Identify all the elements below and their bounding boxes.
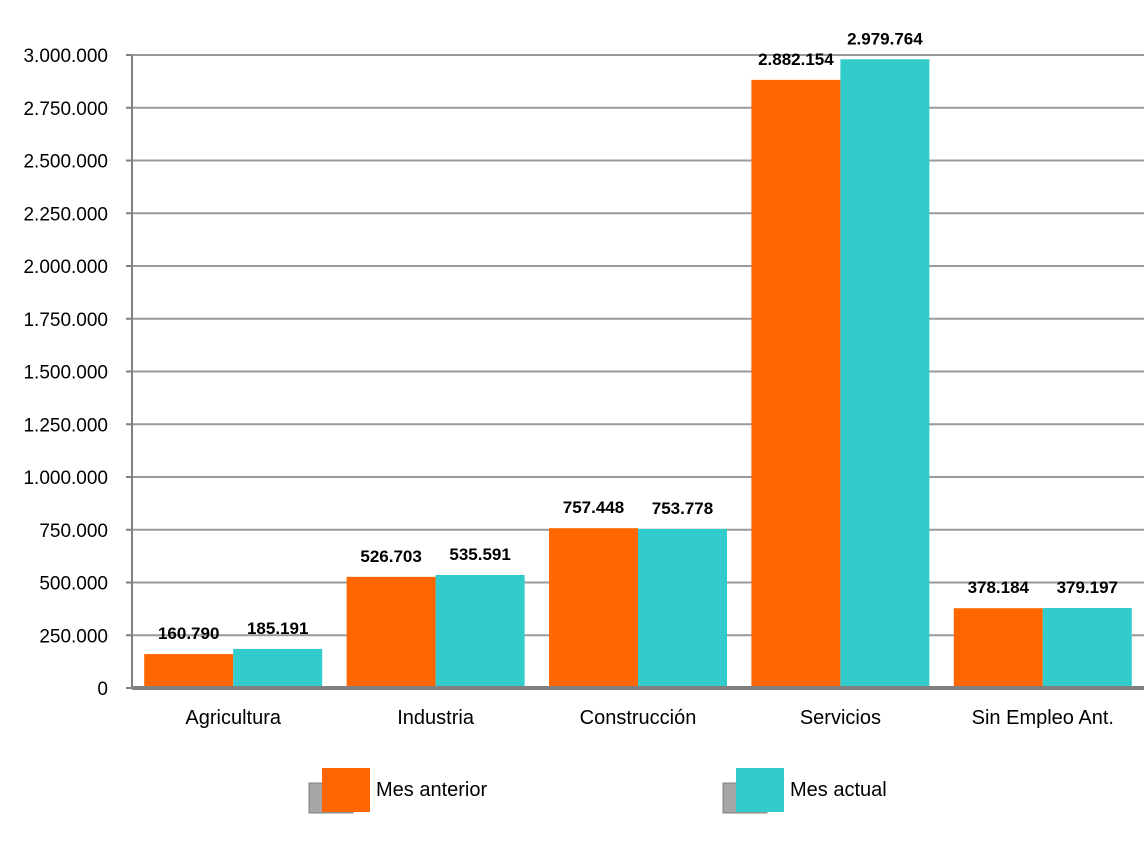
y-tick-label: 500.000 <box>39 574 108 595</box>
y-tick-label: 1.000.000 <box>23 468 108 489</box>
bar-mes-anterior <box>144 654 234 688</box>
data-label: 160.790 <box>158 624 219 643</box>
x-category-label: Industria <box>397 707 475 729</box>
y-tick-label: 250.000 <box>39 626 108 647</box>
y-tick-label: 750.000 <box>39 521 108 542</box>
data-label: 753.778 <box>652 499 713 518</box>
x-category-label: Sin Empleo Ant. <box>972 707 1114 729</box>
bar-mes-actual <box>1042 607 1132 688</box>
y-tick-label: 2.000.000 <box>23 257 108 278</box>
y-tick-label: 0 <box>97 679 108 700</box>
data-labels: 160.790 185.191 526.703 535.591 757.448 753.7… <box>158 29 1118 643</box>
data-label: 526.703 <box>360 547 421 566</box>
data-label: 757.448 <box>563 498 624 517</box>
data-label: 378.184 <box>968 578 1030 597</box>
bars <box>144 59 1132 689</box>
x-category-label: Construcción <box>580 707 697 729</box>
bar-mes-actual <box>840 59 930 689</box>
legend-label: Mes actual <box>790 779 887 801</box>
axes <box>131 55 1144 690</box>
legend: Mes anterior Mes actual <box>308 768 887 814</box>
legend-swatch <box>322 768 370 812</box>
y-axis-tick-labels: 0 250.000 500.000 750.000 1.000.000 1.250.000… <box>23 46 108 700</box>
y-tick-label: 1.250.000 <box>23 415 108 436</box>
x-category-label: Servicios <box>800 707 881 729</box>
bar-mes-actual <box>233 648 323 688</box>
data-label: 185.191 <box>247 619 308 638</box>
data-label: 2.979.764 <box>847 29 923 48</box>
bar-mes-anterior <box>346 576 436 688</box>
legend-swatch <box>736 768 784 812</box>
y-tick-label: 1.500.000 <box>23 363 108 384</box>
legend-label: Mes anterior <box>376 779 487 801</box>
bar-mes-anterior <box>953 608 1043 688</box>
data-label: 379.197 <box>1057 578 1118 597</box>
data-label: 535.591 <box>449 545 510 564</box>
x-category-label: Agricultura <box>185 707 281 729</box>
y-tick-label: 2.500.000 <box>23 152 108 173</box>
data-label: 2.882.154 <box>758 50 834 69</box>
bar-mes-anterior <box>751 79 841 689</box>
y-tick-label: 2.250.000 <box>23 204 108 225</box>
y-tick-label: 3.000.000 <box>23 46 108 67</box>
bar-mes-actual <box>435 574 525 688</box>
y-tick-label: 2.750.000 <box>23 99 108 120</box>
bar-mes-actual <box>638 528 727 688</box>
y-tick-label: 1.750.000 <box>23 310 108 331</box>
bar-mes-anterior <box>549 528 638 688</box>
x-axis-category-labels: Agricultura Industria Construcción Servicio… <box>185 707 1114 729</box>
